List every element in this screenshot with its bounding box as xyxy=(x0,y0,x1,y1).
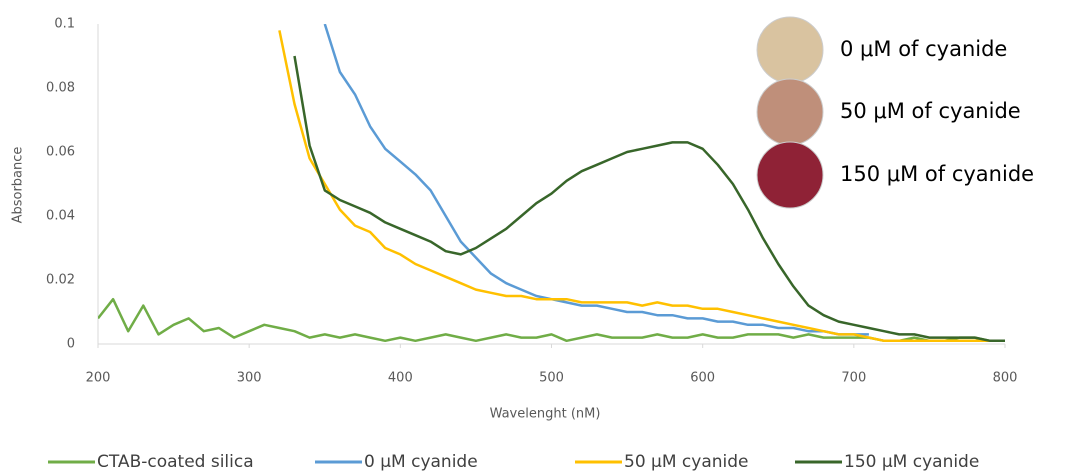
y-tick-label: 0.06 xyxy=(46,145,75,160)
sample-image xyxy=(756,141,824,209)
annotation: 150 μM of cyanide xyxy=(840,162,1034,186)
x-tick-label: 700 xyxy=(841,371,866,386)
x-tick-label: 300 xyxy=(237,371,262,386)
x-tick-label: 200 xyxy=(86,371,111,386)
sample-image xyxy=(756,16,824,84)
annotation: 50 μM of cyanide xyxy=(840,99,1021,123)
y-tick-label: 0.04 xyxy=(46,209,75,224)
legend-label: 0 μM cyanide xyxy=(364,452,478,472)
series-line xyxy=(278,30,1005,343)
x-tick-label: 600 xyxy=(690,371,715,386)
annotation: 0 μM of cyanide xyxy=(840,37,1007,61)
y-tick-label: 0.1 xyxy=(54,17,75,32)
y-tick-label: 0 xyxy=(67,337,75,352)
legend-label: CTAB-coated silica xyxy=(97,452,254,472)
x-tick-label: 500 xyxy=(539,371,564,386)
y-tick-label: 0.02 xyxy=(46,273,75,288)
x-tick-label: 400 xyxy=(388,371,413,386)
legend-label: 50 μM cyanide xyxy=(624,452,749,472)
series-line xyxy=(323,24,869,336)
x-tick-label: 800 xyxy=(993,371,1018,386)
sample-image xyxy=(756,78,824,146)
y-axis-title: Absorbance xyxy=(11,147,26,224)
series-line xyxy=(293,55,1005,343)
series-line xyxy=(98,297,1005,343)
y-tick-label: 0.08 xyxy=(46,81,75,96)
x-axis-title: Wavelenght (nM) xyxy=(490,407,601,422)
legend-label: 150 μM cyanide xyxy=(844,452,979,472)
